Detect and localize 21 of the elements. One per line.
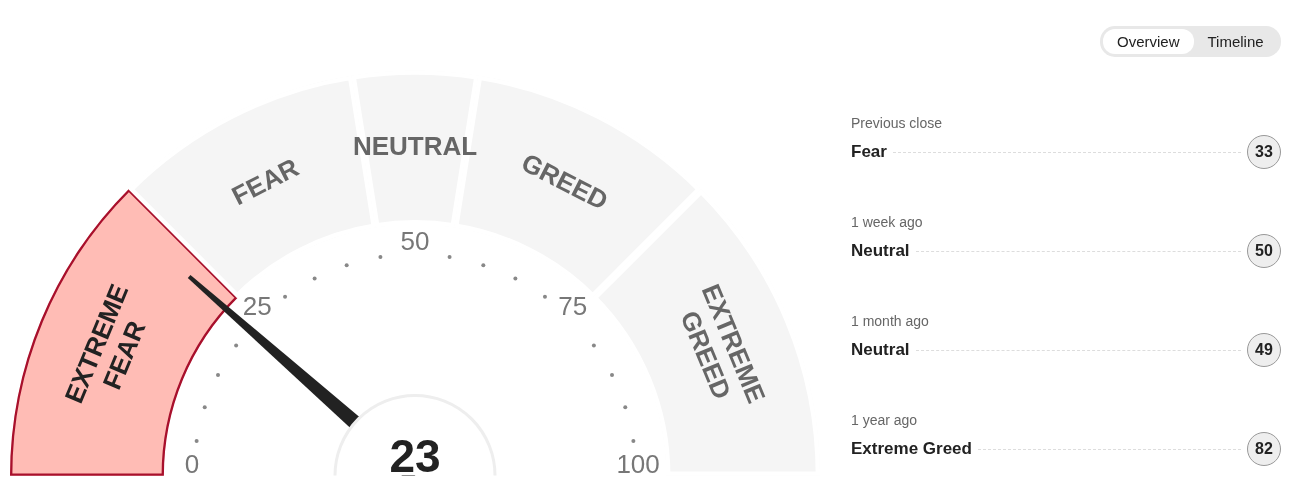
- text: Neutral: [851, 241, 910, 261]
- text: 50: [400, 225, 430, 256]
- slice-label: NEUTRAL: [352, 130, 478, 161]
- text: 50: [1247, 234, 1281, 268]
- text: 23: [389, 429, 441, 482]
- text: Timeline: [1206, 32, 1265, 52]
- text: 100: [616, 448, 660, 479]
- text: 0: [184, 448, 200, 479]
- text: 33: [1247, 135, 1281, 169]
- text: 1 month ago: [851, 313, 930, 329]
- text: Overview: [1103, 29, 1194, 54]
- text: 1 year ago: [851, 412, 919, 428]
- text: 1 week ago: [851, 214, 924, 230]
- text: 49: [1247, 333, 1281, 367]
- text: 25: [242, 290, 272, 321]
- text: Neutral: [851, 340, 910, 360]
- text: Fear: [851, 142, 887, 162]
- text: 82: [1247, 432, 1281, 466]
- text: 75: [558, 290, 588, 321]
- text: Previous close: [851, 115, 944, 131]
- text: Extreme Greed: [851, 439, 972, 459]
